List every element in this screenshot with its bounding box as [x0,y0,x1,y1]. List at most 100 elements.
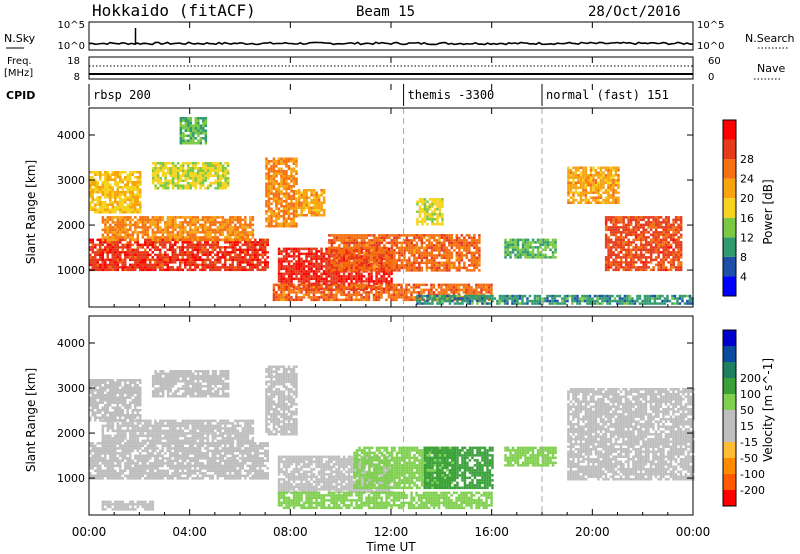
velocity-data [89,365,695,511]
heatmap-patch [101,216,255,242]
heatmap-patch [416,198,444,226]
nsearch-label: N.Search [745,32,795,45]
heatmap-patch [89,379,142,422]
cpid-segment-label: rbsp 200 [93,88,151,102]
y-tick-label: 3000 [57,174,85,187]
x-tick-label: 20:00 [575,525,610,539]
nsky-label: N.Sky [4,32,36,45]
colorbar-tick-label: -50 [740,452,758,465]
colorbar-tick-label: 15 [740,420,754,433]
y-tick-label: 2000 [57,427,85,440]
colorbar-tick-label: 200 [740,372,761,385]
x-tick-label: 00:00 [72,525,107,539]
velocity-panel: 1000 2000 3000 4000 [57,315,695,516]
heatmap-patch [272,283,493,302]
heatmap-patch [101,419,255,445]
colorbar-tick-label: 8 [740,251,747,264]
colorbar-swatch [723,490,736,506]
x-axis: 00:00 04:00 08:00 12:00 16:00 20:00 00:00 [72,22,711,539]
y-tick-label: 4000 [57,337,85,350]
x-tick-label: 16:00 [474,525,509,539]
station-title: Hokkaido (fitACF) [92,1,256,20]
colorbar-swatch [723,256,736,277]
cpid-segment-label: themis -3300 [408,88,495,102]
colorbar-tick-label: 100 [740,388,761,401]
colorbar-tick-label: 24 [740,173,754,186]
x-tick-label: 12:00 [374,525,409,539]
colorbar-swatch [723,159,736,179]
colorbar-swatch [723,276,736,296]
colorbar-swatch [723,410,736,426]
power-data [89,117,694,305]
colorbar-tick-label: 28 [740,153,754,166]
colorbar-swatch [723,442,736,458]
y-tick-label: 2000 [57,219,85,232]
heatmap-patch [265,157,298,228]
noise-right-tick-high: 10^5 [697,20,724,31]
heatmap-patch [504,238,557,259]
velocity-ylabel: Slant Range [km] [24,368,38,472]
colorbar-tick-label: 50 [740,404,754,417]
beam-title: Beam 15 [356,4,415,20]
power-colorbar: 4 8 12 16 20 24 28 [722,119,754,297]
colorbar-swatch [723,378,736,394]
y-tick-label: 1000 [57,264,85,277]
colorbar-swatch [723,237,736,257]
x-tick-label: 08:00 [273,525,308,539]
x-tick-label: 00:00 [676,525,711,539]
x-tick-label: 04:00 [172,525,207,539]
colorbar-swatch [723,394,736,410]
y-tick-label: 3000 [57,382,85,395]
noise-right-tick-low: 10^0 [697,41,724,52]
power-panel: 1000 2000 3000 4000 [57,107,694,308]
colorbar-swatch [723,474,736,490]
colorbar-swatch [723,458,736,474]
power-colorbar-label: Power [dB] [761,179,775,244]
colorbar-swatch [723,139,736,160]
colorbar-tick-label: 20 [740,192,754,205]
nave-tick-high: 60 [708,56,721,67]
heatmap-patch [567,166,620,204]
heatmap-patch [504,446,557,467]
freq-tick-high: 18 [67,56,80,67]
heatmap-patch [89,171,142,214]
velocity-colorbar: -200 -100 -50 -15 15 50 100 200 [722,329,765,507]
noise-left-tick-high: 10^5 [58,20,85,31]
nave-label: Nave [757,62,785,75]
date-title: 28/Oct/2016 [588,4,681,20]
colorbar-swatch [723,330,736,346]
colorbar-swatch [723,346,736,362]
colorbar-swatch [723,362,736,378]
heatmap-patch [265,365,298,436]
heatmap-patch [297,189,326,217]
colorbar-tick-label: -15 [740,436,758,449]
colorbar-swatch [723,178,736,199]
freq-panel: 18 8 60 0 [67,56,720,83]
colorbar-swatch [723,120,736,140]
heatmap-patch [567,388,695,481]
colorbar-swatch [723,198,736,218]
power-ylabel: Slant Range [km] [24,160,38,264]
heatmap-patch [101,500,155,511]
y-tick-label: 1000 [57,472,85,485]
x-axis-label: Time UT [365,540,416,554]
freq-label: Freq. [7,56,32,67]
nave-tick-low: 0 [708,72,714,83]
noise-left-tick-low: 10^0 [58,41,85,52]
colorbar-tick-label: 4 [740,270,747,283]
colorbar-tick-label: 16 [740,212,754,225]
y-tick-label: 4000 [57,129,85,142]
freq-tick-low: 8 [74,72,80,83]
heatmap-patch [277,491,493,510]
heatmap-patch [328,234,481,272]
heatmap-patch [423,446,494,490]
colorbar-swatch [723,426,736,442]
heatmap-patch [416,294,694,305]
colorbar-tick-label: -200 [740,484,765,497]
colorbar-tick-label: -100 [740,468,765,481]
heatmap-patch [151,370,230,398]
colorbar-tick-label: 12 [740,231,754,244]
velocity-colorbar-label: Velocity [m s^-1] [761,358,775,462]
heatmap-patch [604,216,683,272]
